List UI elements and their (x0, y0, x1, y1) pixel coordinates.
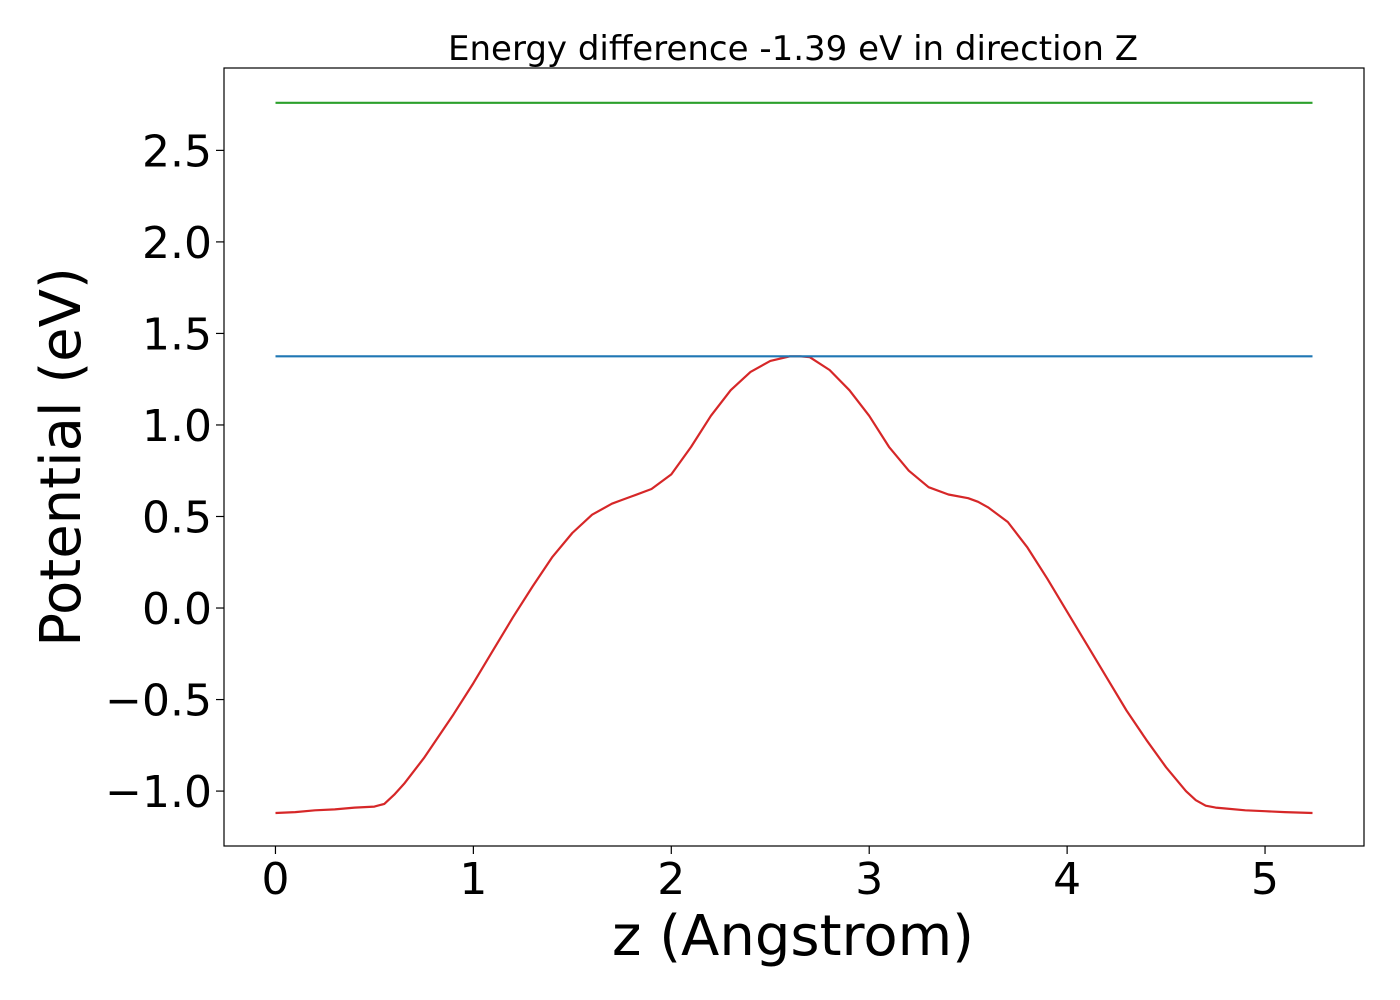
y-tick-label: 2.0 (142, 218, 212, 269)
y-tick-label: −1.0 (105, 767, 212, 818)
series-layer (275, 101, 1313, 815)
y-axis-label: Potential (eV) (29, 267, 94, 647)
y-tick-label: 1.5 (142, 309, 212, 360)
y-tick-label: −0.5 (105, 676, 212, 727)
series-line-0 (275, 355, 1313, 815)
x-tick-label: 5 (1251, 854, 1279, 905)
y-tick-label: 2.5 (142, 126, 212, 177)
y-tick-label: 1.0 (142, 401, 212, 452)
x-tick-label: 0 (261, 854, 289, 905)
x-axis-label: z (Angstrom) (612, 904, 974, 969)
x-tick-label: 1 (459, 854, 487, 905)
x-tick-label: 4 (1053, 854, 1081, 905)
x-axis: 0 1 2 3 4 5 (261, 846, 1279, 905)
y-axis: −1.0 −0.5 0.0 0.5 1.0 1.5 2.0 2.5 (105, 126, 224, 818)
x-tick-label: 3 (855, 854, 883, 905)
y-tick-label: 0.5 (142, 492, 212, 543)
x-tick-label: 2 (657, 854, 685, 905)
y-tick-label: 0.0 (142, 584, 212, 635)
plot-frame (223, 67, 1365, 847)
chart-title: Energy difference -1.39 eV in direction … (448, 29, 1138, 69)
